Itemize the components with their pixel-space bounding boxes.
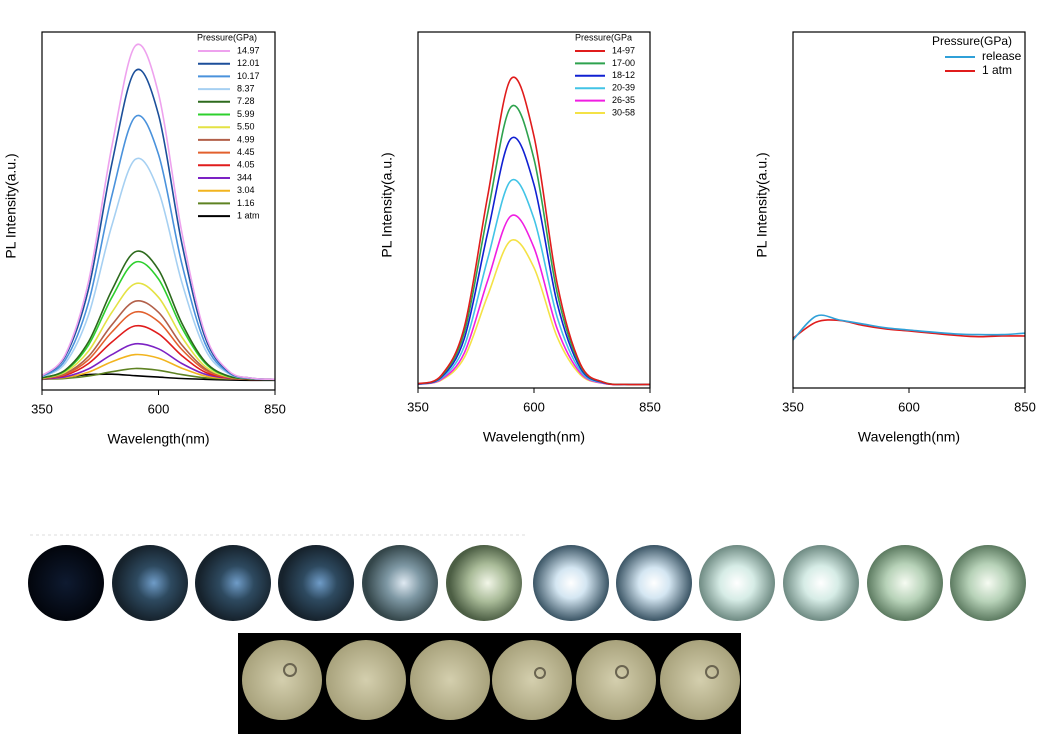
x-tick-label: 350 (407, 399, 429, 414)
sample-photo (410, 640, 490, 720)
legend-label: 5.99 (237, 109, 255, 119)
x-tick-label: 600 (898, 399, 920, 414)
data-line (792, 319, 1026, 339)
chart: 350 600 850 Wavelength(nm) PL Intensity(a.u.… (379, 31, 661, 445)
sample-photo (616, 545, 692, 621)
data-line (417, 136, 651, 386)
legend-label: 14.97 (237, 45, 260, 55)
bubble (615, 665, 629, 679)
chart: 350 600 850 Wavelength(nm) PL Intensity(a.u.… (3, 31, 286, 447)
y-axis-label: PL Intensity(a.u.) (754, 152, 770, 257)
legend-label: 20-39 (612, 83, 635, 93)
legend-label: 26-35 (612, 95, 635, 105)
x-tick-label: 350 (782, 399, 804, 414)
legend-label: 344 (237, 172, 252, 182)
data-line (41, 299, 276, 381)
legend-label: 1 atm (237, 210, 260, 220)
legend-label: 12.01 (237, 58, 260, 68)
bubble (283, 663, 297, 677)
x-tick-label: 850 (264, 401, 286, 416)
sample-photo (660, 640, 740, 720)
legend-label: 4.45 (237, 147, 255, 157)
sample-photo (576, 640, 656, 720)
legend-label: 1.16 (237, 198, 255, 208)
bubble (705, 665, 719, 679)
legend-label: 4.99 (237, 134, 255, 144)
sample-photo (195, 545, 271, 621)
legend-label: 7.28 (237, 96, 255, 106)
legend-label: 4.05 (237, 160, 255, 170)
sample-photo (362, 545, 438, 621)
legend-label: 5.50 (237, 122, 255, 132)
x-tick-label: 600 (148, 401, 170, 416)
legend-label: release (982, 49, 1022, 63)
data-line (41, 250, 276, 381)
data-line (41, 324, 276, 381)
y-axis-label: PL Intensity(a.u.) (379, 152, 395, 257)
x-tick-label: 350 (31, 401, 53, 416)
legend-label: 14-97 (612, 45, 635, 55)
sample-photo (492, 640, 572, 720)
x-axis-label: Wavelength(nm) (483, 429, 585, 445)
data-line (417, 104, 651, 386)
legend-label: 1 atm (982, 63, 1012, 77)
legend-title: Pressure(GPa) (932, 34, 1012, 48)
sample-photo (950, 545, 1026, 621)
x-axis-label: Wavelength(nm) (107, 431, 209, 447)
sample-photo (28, 545, 104, 621)
x-axis-label: Wavelength(nm) (858, 429, 960, 445)
x-tick-label: 850 (639, 399, 661, 414)
chart: 350 600 850 Wavelength(nm) PL Intensity(a.u.… (754, 31, 1036, 445)
legend-label: 30-58 (612, 107, 635, 117)
sample-photo (699, 545, 775, 621)
y-axis-label: PL Intensity(a.u.) (3, 153, 19, 258)
sample-photo (242, 640, 322, 720)
data-line (41, 342, 276, 381)
sample-photo (326, 640, 406, 720)
sample-photo (533, 545, 609, 621)
sample-photo (783, 545, 859, 621)
data-line (41, 310, 276, 381)
data-line (41, 260, 276, 381)
x-tick-label: 850 (1014, 399, 1036, 414)
legend-label: 10.17 (237, 71, 260, 81)
data-line (417, 76, 651, 386)
legend-label: 17-00 (612, 58, 635, 68)
sample-photo (446, 545, 522, 621)
sample-photo (867, 545, 943, 621)
x-tick-label: 600 (523, 399, 545, 414)
data-line (792, 314, 1026, 341)
data-line (41, 43, 276, 381)
legend-title: Pressure(GPa) (197, 32, 257, 42)
legend-label: 3.04 (237, 185, 255, 195)
sample-photo (112, 545, 188, 621)
data-line (417, 178, 651, 386)
legend-label: 8.37 (237, 83, 255, 93)
sample-photo (278, 545, 354, 621)
data-line (41, 373, 276, 382)
legend-title: Pressure(GPa (575, 32, 632, 42)
legend-label: 18-12 (612, 70, 635, 80)
bubble (534, 667, 546, 679)
